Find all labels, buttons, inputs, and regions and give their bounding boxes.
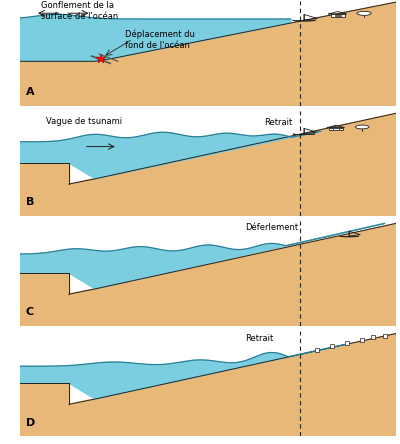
Polygon shape <box>69 113 396 216</box>
Bar <box>333 128 339 130</box>
Polygon shape <box>20 383 69 436</box>
Polygon shape <box>20 273 69 326</box>
Text: Retrait: Retrait <box>246 333 274 342</box>
Polygon shape <box>20 344 347 399</box>
Polygon shape <box>20 2 396 116</box>
Text: D: D <box>26 417 35 428</box>
Text: Vague de tsunami: Vague de tsunami <box>46 117 122 126</box>
Text: A: A <box>26 87 34 97</box>
Bar <box>335 15 341 16</box>
Polygon shape <box>20 223 385 289</box>
Circle shape <box>355 125 369 129</box>
Circle shape <box>357 12 371 16</box>
Polygon shape <box>69 223 396 326</box>
Polygon shape <box>20 14 291 61</box>
Polygon shape <box>20 163 69 216</box>
Text: B: B <box>26 197 34 207</box>
Text: Déplacement du
fond de l'océan: Déplacement du fond de l'océan <box>125 30 195 50</box>
Bar <box>329 127 343 130</box>
Polygon shape <box>69 333 396 436</box>
Polygon shape <box>20 131 321 179</box>
Text: Gonflement de la
surface de l'océan: Gonflement de la surface de l'océan <box>41 1 118 21</box>
Text: Déferlement: Déferlement <box>246 223 299 232</box>
Text: Retrait: Retrait <box>264 118 293 127</box>
Text: C: C <box>26 307 34 317</box>
Bar <box>330 14 345 17</box>
